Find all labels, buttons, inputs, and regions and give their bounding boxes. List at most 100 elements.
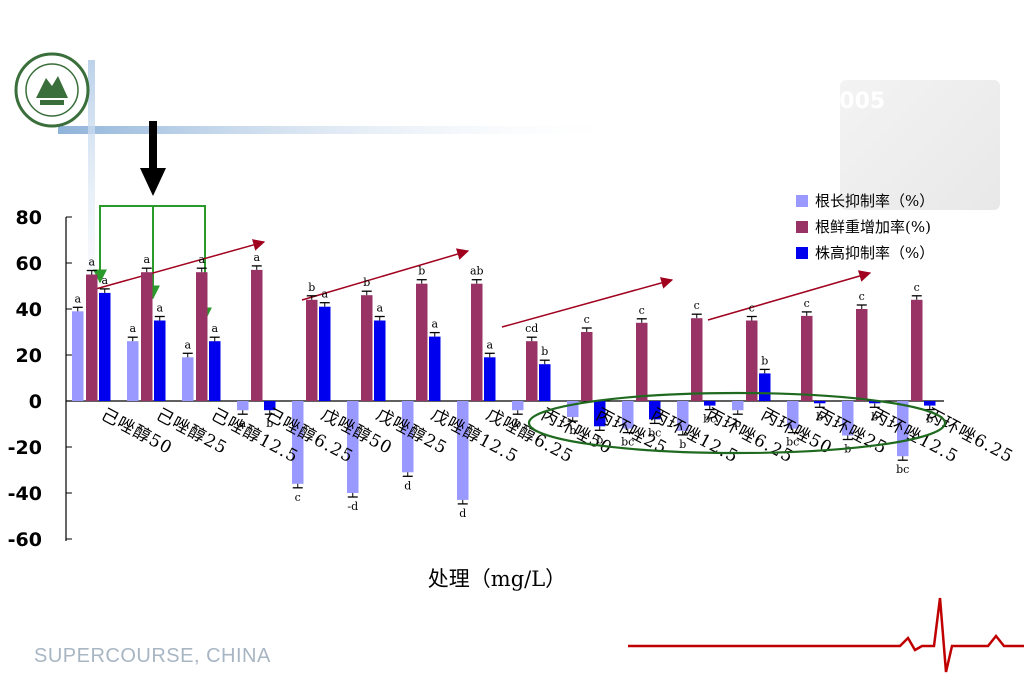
bar — [264, 401, 276, 411]
significance-letter: -d — [347, 500, 358, 513]
significance-letter: c — [584, 313, 590, 326]
significance-letter: c — [914, 281, 920, 294]
bar — [746, 320, 758, 401]
legend-label: 根鲜重增加率(%) — [815, 218, 931, 236]
significance-letter: b — [569, 424, 576, 437]
significance-letter: a — [74, 292, 81, 305]
significance-letter: b — [679, 438, 686, 451]
bar — [897, 401, 909, 457]
bar — [72, 311, 84, 401]
legend-label: 根长抑制率（%） — [815, 192, 934, 210]
significance-letter: d — [404, 479, 411, 492]
bar — [196, 272, 208, 401]
significance-letter: c — [639, 304, 645, 317]
logo-year: 1906 — [44, 105, 59, 112]
bar — [361, 295, 373, 401]
significance-letter: b — [308, 281, 315, 294]
header-rule — [58, 126, 638, 134]
y-tick-label: -20 — [8, 437, 42, 459]
bar — [471, 283, 483, 401]
bars-layer — [72, 265, 936, 505]
significance-letter: b — [514, 417, 521, 430]
significance-letter: b — [363, 276, 370, 289]
bar — [581, 332, 593, 401]
bar — [484, 357, 496, 401]
x-axis-title: 处理（mg/L） — [428, 567, 566, 591]
significance-letter: c — [859, 290, 865, 303]
bar — [141, 272, 153, 401]
significance-letter: b — [926, 413, 933, 426]
bar — [594, 401, 606, 427]
significance-letter: a — [101, 274, 108, 287]
bar — [182, 357, 194, 401]
bar — [416, 283, 428, 401]
bar — [911, 299, 923, 401]
legend-swatch — [796, 195, 808, 207]
bar — [237, 401, 249, 411]
y-tick-label: 20 — [16, 345, 42, 367]
significance-letter: a — [198, 253, 205, 266]
bar — [457, 401, 469, 500]
bar — [99, 292, 111, 401]
bar — [856, 309, 868, 401]
significance-letter: a — [376, 302, 383, 315]
significance-letter: c — [694, 299, 700, 312]
significance-letter: b — [596, 433, 603, 446]
watermark-year: 2005 — [824, 89, 885, 114]
significance-letter: a — [431, 318, 438, 331]
bar — [567, 401, 579, 418]
y-axis-ticks: -60 -40 -20 0 20 40 60 80 — [8, 207, 72, 551]
y-tick-label: -40 — [8, 483, 42, 505]
bar — [402, 401, 414, 473]
bar — [924, 401, 936, 406]
legend-label: 株高抑制率（%） — [815, 244, 934, 262]
significance-letter: bc — [621, 436, 634, 449]
bar — [801, 315, 813, 401]
bar — [374, 320, 386, 401]
significance-letter: a — [321, 288, 328, 301]
significance-letter: b — [816, 410, 823, 423]
significance-letter: bc — [648, 426, 661, 439]
significance-letter: b — [418, 265, 425, 278]
significance-letter: d — [459, 507, 466, 520]
bar — [704, 401, 716, 406]
significance-letter: a — [211, 322, 218, 335]
significance-letter: a — [156, 302, 163, 315]
significance-letter: c — [295, 491, 301, 504]
bar — [319, 306, 331, 401]
y-tick-label: -60 — [8, 529, 42, 551]
significance-letter: b — [871, 410, 878, 423]
significance-letter: ab — [470, 265, 484, 278]
significance-letter: a — [239, 417, 246, 430]
bar — [209, 341, 221, 401]
significance-letter: b — [266, 417, 273, 430]
bar — [251, 269, 263, 401]
significance-letter: b — [541, 345, 548, 358]
bar — [539, 364, 551, 401]
red-trend-arrows — [91, 239, 872, 328]
bar — [127, 341, 139, 401]
significance-letter: b — [734, 417, 741, 430]
bar — [759, 373, 771, 401]
legend: 根长抑制率（%） 根鲜重增加率(%) 株高抑制率（%） — [796, 192, 934, 262]
heartbeat-line — [628, 597, 1024, 673]
bar — [154, 320, 166, 401]
highlight-ellipse — [527, 391, 947, 455]
bar — [649, 401, 661, 420]
bar — [787, 401, 799, 429]
significance-letter: b — [761, 354, 768, 367]
significance-letter: a — [143, 253, 150, 266]
bar — [429, 336, 441, 401]
significance-letter: bc — [786, 436, 799, 449]
header-vertical-rule — [88, 60, 95, 380]
bar — [306, 299, 318, 401]
x-category-labels: 己唑醇50己唑醇25己唑醇12.5己唑醇6.25戊唑醇50戊唑醇25戊唑醇12.… — [98, 405, 1017, 468]
footer-text: SUPERCOURSE, CHINA — [34, 645, 271, 667]
y-tick-label: 80 — [16, 207, 42, 229]
y-tick-label: 60 — [16, 253, 42, 275]
significance-letter: c — [749, 302, 755, 315]
significance-letter: c — [804, 297, 810, 310]
significance-letter: a — [129, 322, 136, 335]
